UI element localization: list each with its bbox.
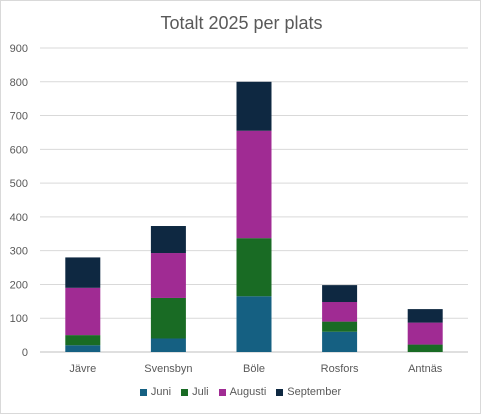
- y-tick-label: 0: [22, 347, 28, 359]
- bar-segment-juli: [65, 335, 101, 346]
- x-category-label: Svensbyn: [144, 363, 192, 375]
- y-tick-label: 700: [10, 111, 28, 123]
- bar-segment-juni: [236, 296, 272, 352]
- y-tick-label: 400: [10, 212, 28, 224]
- legend-label: Augusti: [229, 386, 267, 398]
- bar-segment-juni: [65, 345, 101, 352]
- y-tick-label: 500: [10, 178, 28, 190]
- legend-item: Juli: [181, 386, 209, 398]
- legend-item: Augusti: [218, 386, 267, 398]
- bar-segment-juli: [407, 344, 443, 352]
- y-tick-label: 600: [10, 144, 28, 156]
- bar-segment-september: [150, 226, 186, 254]
- bar-segment-augusti: [150, 253, 186, 298]
- legend-item: Juni: [139, 386, 172, 398]
- bar-segment-juni: [322, 331, 358, 352]
- x-category-label: Böle: [243, 363, 265, 375]
- x-category-label: Rosfors: [321, 363, 359, 375]
- bar-segment-september: [236, 81, 272, 131]
- y-tick-label: 300: [10, 246, 28, 258]
- chart-title: Totalt 2025 per plats: [160, 13, 323, 33]
- bar-segment-augusti: [236, 130, 272, 239]
- y-tick-label: 100: [10, 313, 28, 325]
- y-tick-label: 800: [10, 77, 28, 89]
- legend-swatch: [276, 388, 284, 396]
- bar-segment-juni: [150, 338, 186, 352]
- x-category-label: Jävre: [69, 363, 96, 375]
- bar-segment-september: [407, 309, 443, 323]
- bar-segment-augusti: [407, 322, 443, 345]
- legend-swatch: [139, 388, 147, 396]
- legend-swatch: [181, 388, 189, 396]
- x-category-label: Antnäs: [408, 363, 443, 375]
- bar-segment-juli: [150, 297, 186, 339]
- bar-segment-juli: [322, 321, 358, 332]
- legend-label: Juli: [192, 386, 209, 398]
- legend: Juni Juli Augusti September: [0, 386, 481, 398]
- legend-label: September: [287, 386, 342, 398]
- bar-segment-augusti: [322, 302, 358, 322]
- bar-segment-september: [65, 257, 101, 288]
- y-tick-label: 900: [10, 43, 28, 55]
- bar-segment-september: [322, 285, 358, 303]
- legend-label: Juni: [150, 386, 172, 398]
- legend-swatch: [218, 388, 226, 396]
- legend-item: September: [276, 386, 341, 398]
- bar-segment-augusti: [65, 287, 101, 336]
- y-tick-label: 200: [10, 279, 28, 291]
- bar-segment-juli: [236, 238, 272, 297]
